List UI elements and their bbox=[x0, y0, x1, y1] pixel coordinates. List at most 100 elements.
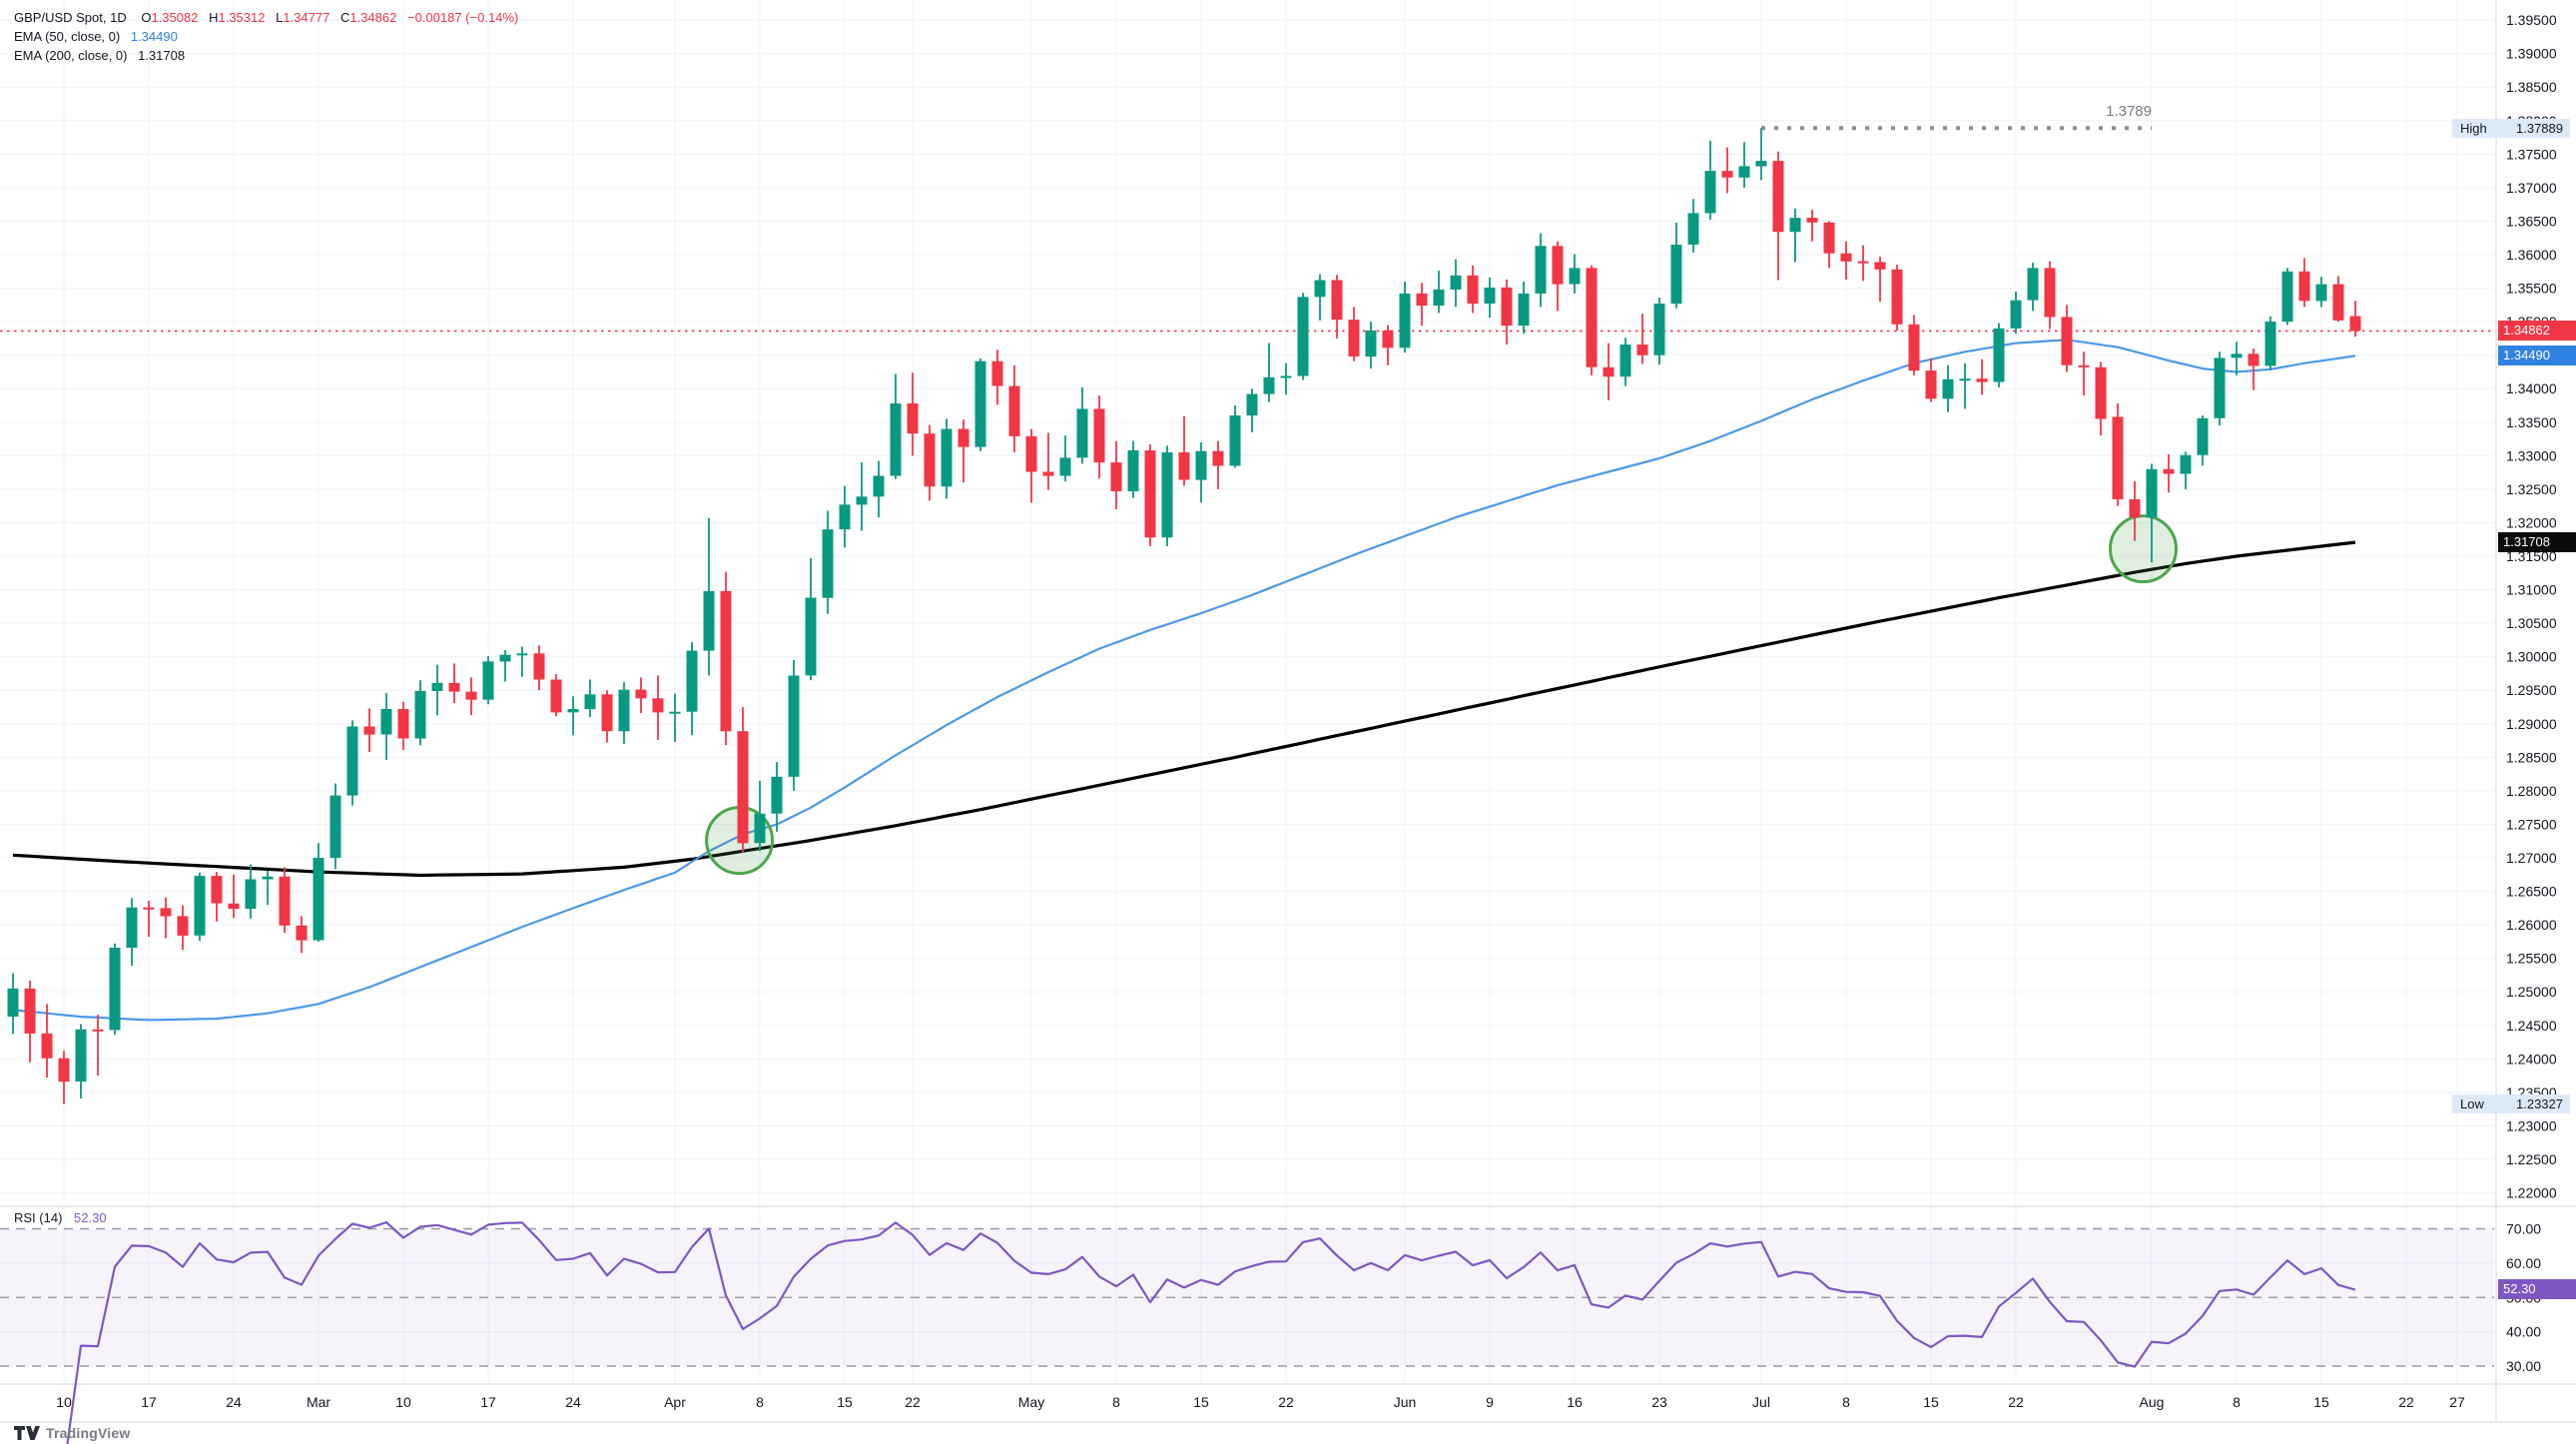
svg-text:1.30500: 1.30500 bbox=[2506, 615, 2557, 631]
svg-text:15: 15 bbox=[1923, 1394, 1939, 1410]
ema50-legend-row[interactable]: EMA (50, close, 0) 1.34490 bbox=[14, 27, 518, 46]
close-key: C bbox=[339, 10, 350, 25]
close-value: 1.34862 bbox=[349, 10, 397, 25]
svg-text:1.39500: 1.39500 bbox=[2506, 12, 2557, 28]
svg-text:May: May bbox=[1018, 1394, 1044, 1410]
low-value: 1.34777 bbox=[283, 10, 330, 25]
high-price-badge: High 1.37889 bbox=[2452, 118, 2570, 138]
svg-text:22: 22 bbox=[1278, 1394, 1294, 1410]
svg-text:70.00: 70.00 bbox=[2506, 1221, 2541, 1237]
svg-text:8: 8 bbox=[1842, 1394, 1850, 1410]
svg-text:1.3789: 1.3789 bbox=[2106, 103, 2152, 120]
svg-text:24: 24 bbox=[565, 1394, 581, 1410]
svg-text:1.25000: 1.25000 bbox=[2506, 984, 2557, 1000]
tradingview-logo-text: TradingView bbox=[46, 1425, 131, 1441]
rsi-value-badge: 52.30 bbox=[2498, 1279, 2576, 1300]
ema200-touch-circle bbox=[2109, 514, 2178, 584]
svg-text:1.37000: 1.37000 bbox=[2506, 180, 2557, 196]
ema200-line[interactable] bbox=[12, 540, 2356, 878]
svg-text:8: 8 bbox=[756, 1394, 764, 1410]
low-badge-text: Low bbox=[2460, 1096, 2484, 1112]
svg-text:1.30000: 1.30000 bbox=[2506, 649, 2557, 665]
svg-text:1.23000: 1.23000 bbox=[2506, 1118, 2557, 1134]
svg-text:15: 15 bbox=[837, 1394, 853, 1410]
high-key: H bbox=[209, 10, 219, 25]
svg-text:9: 9 bbox=[1486, 1394, 1494, 1410]
svg-text:1.31000: 1.31000 bbox=[2506, 582, 2557, 598]
ema200-legend-row[interactable]: EMA (200, close, 0) 1.31708 bbox=[14, 46, 518, 65]
low-badge-value: 1.23327 bbox=[2516, 1096, 2563, 1112]
ema50-line[interactable] bbox=[12, 339, 2356, 1022]
symbol-legend[interactable]: GBP/USD Spot, 1D O1.35082 H1.35312 L1.34… bbox=[14, 8, 518, 65]
svg-text:1.39000: 1.39000 bbox=[2506, 46, 2557, 62]
svg-text:27: 27 bbox=[2449, 1394, 2465, 1410]
svg-text:1.33500: 1.33500 bbox=[2506, 414, 2557, 430]
svg-text:1.24500: 1.24500 bbox=[2506, 1018, 2557, 1034]
svg-text:1.28500: 1.28500 bbox=[2506, 749, 2557, 765]
last-price-badge: 1.34862 bbox=[2498, 321, 2576, 342]
svg-text:1.26500: 1.26500 bbox=[2506, 884, 2557, 900]
svg-text:Aug: Aug bbox=[2140, 1394, 2165, 1410]
svg-text:1.38500: 1.38500 bbox=[2506, 79, 2557, 95]
svg-text:1.26000: 1.26000 bbox=[2506, 917, 2557, 933]
svg-text:1.33000: 1.33000 bbox=[2506, 447, 2557, 463]
ema200-value: 1.31708 bbox=[138, 48, 186, 63]
ema50-value: 1.34490 bbox=[130, 29, 178, 44]
svg-text:15: 15 bbox=[1193, 1394, 1209, 1410]
grid-layer bbox=[0, 0, 2494, 1384]
svg-text:16: 16 bbox=[1567, 1394, 1583, 1410]
price-axis[interactable]: 1.395001.390001.385001.380001.375001.370… bbox=[2506, 12, 2557, 1374]
candles-layer[interactable] bbox=[7, 128, 2361, 1104]
svg-text:22: 22 bbox=[2398, 1394, 2414, 1410]
svg-text:60.00: 60.00 bbox=[2506, 1255, 2541, 1271]
svg-text:24: 24 bbox=[226, 1394, 242, 1410]
tradingview-logo-icon bbox=[14, 1425, 40, 1440]
svg-text:10: 10 bbox=[395, 1394, 411, 1410]
svg-text:8: 8 bbox=[1112, 1394, 1120, 1410]
svg-text:8: 8 bbox=[2233, 1394, 2241, 1410]
svg-text:17: 17 bbox=[141, 1394, 157, 1410]
svg-text:15: 15 bbox=[2313, 1394, 2329, 1410]
svg-text:1.28000: 1.28000 bbox=[2506, 783, 2557, 799]
svg-text:1.37500: 1.37500 bbox=[2506, 146, 2557, 162]
ema50-label: EMA (50, close, 0) bbox=[14, 29, 121, 44]
rsi-line[interactable] bbox=[30, 1220, 2356, 1444]
ema200-label: EMA (200, close, 0) bbox=[14, 48, 128, 63]
ema50-price-badge: 1.34490 bbox=[2498, 346, 2576, 366]
open-value: 1.35082 bbox=[151, 10, 199, 25]
svg-text:1.35500: 1.35500 bbox=[2506, 281, 2557, 297]
rsi-label: RSI (14) bbox=[14, 1210, 63, 1225]
svg-text:22: 22 bbox=[2008, 1394, 2024, 1410]
rsi-legend-row[interactable]: RSI (14) 52.30 bbox=[14, 1210, 107, 1225]
symbol-legend-row[interactable]: GBP/USD Spot, 1D O1.35082 H1.35312 L1.34… bbox=[14, 8, 518, 27]
svg-text:17: 17 bbox=[480, 1394, 496, 1410]
high-annotation: 1.3789 bbox=[1761, 103, 2152, 131]
svg-text:10: 10 bbox=[56, 1394, 72, 1410]
tradingview-logo[interactable]: TradingView bbox=[14, 1425, 130, 1441]
svg-text:1.36000: 1.36000 bbox=[2506, 247, 2557, 263]
open-key: O bbox=[141, 10, 152, 25]
svg-text:1.36500: 1.36500 bbox=[2506, 214, 2557, 230]
rsi-value: 52.30 bbox=[74, 1210, 107, 1225]
svg-text:1.34000: 1.34000 bbox=[2506, 380, 2557, 396]
svg-text:1.27500: 1.27500 bbox=[2506, 817, 2557, 833]
low-price-badge: Low 1.23327 bbox=[2452, 1094, 2570, 1114]
svg-text:1.29500: 1.29500 bbox=[2506, 682, 2557, 698]
svg-text:1.22500: 1.22500 bbox=[2506, 1151, 2557, 1167]
svg-text:1.32500: 1.32500 bbox=[2506, 481, 2557, 497]
low-key: L bbox=[276, 10, 284, 25]
high-badge-value: 1.37889 bbox=[2516, 120, 2563, 136]
svg-text:40.00: 40.00 bbox=[2506, 1324, 2541, 1340]
svg-text:1.25500: 1.25500 bbox=[2506, 951, 2557, 967]
change-value: −0.00187 (−0.14%) bbox=[406, 10, 519, 25]
svg-text:Mar: Mar bbox=[307, 1394, 330, 1410]
svg-text:1.27000: 1.27000 bbox=[2506, 850, 2557, 866]
symbol-title: GBP/USD Spot, 1D bbox=[14, 10, 127, 25]
time-axis[interactable]: 10 17 24 Mar 10 17 24 Apr 8 15 22 May 8 15 22 Jun 9 16 23 J… bbox=[56, 1394, 2465, 1410]
ema200-price-badge: 1.31708 bbox=[2498, 532, 2576, 553]
high-badge-text: High bbox=[2460, 120, 2487, 136]
svg-text:1.32000: 1.32000 bbox=[2506, 515, 2557, 531]
